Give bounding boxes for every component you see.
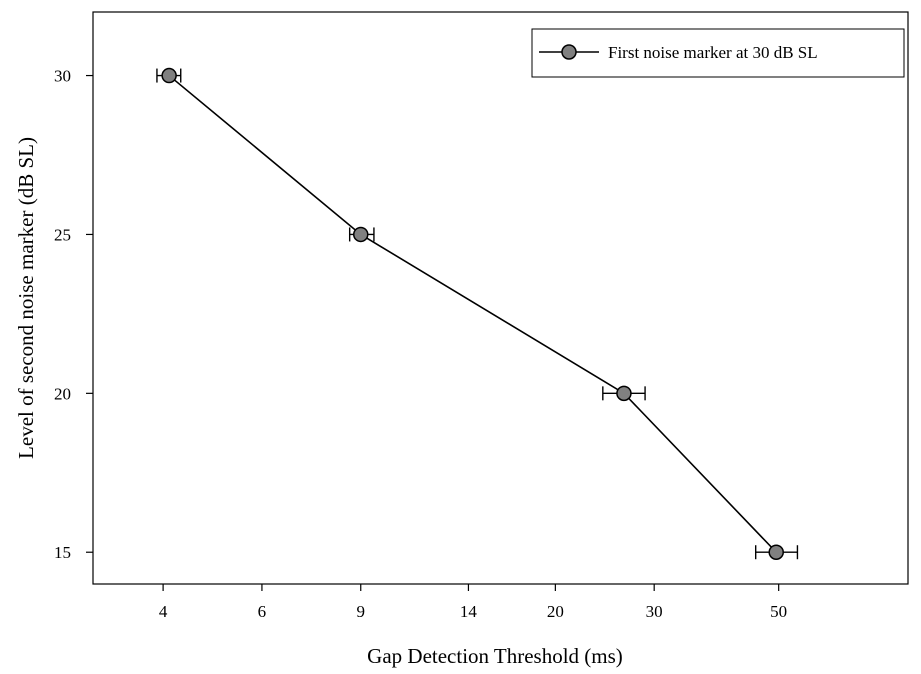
x-tick-label: 30 (646, 602, 663, 621)
x-tick-label: 14 (460, 602, 478, 621)
y-tick-label: 15 (54, 543, 71, 562)
plot-frame (92, 11, 909, 585)
x-axis-ticks: 4 6 9 14 20 30 50 (159, 584, 787, 621)
y-tick-label: 30 (54, 67, 71, 86)
legend-box (531, 28, 905, 78)
data-point (161, 67, 177, 84)
legend-marker (561, 44, 577, 60)
legend: First noise marker at 30 dB SL (531, 28, 905, 78)
data-point (768, 544, 784, 560)
y-tick-label: 25 (54, 225, 71, 244)
y-axis-title: Level of second noise marker (dB SL) (14, 137, 38, 459)
x-tick-label: 50 (770, 602, 787, 621)
data-point (353, 226, 369, 243)
x-axis-title: Gap Detection Threshold (ms) (367, 644, 623, 668)
x-tick-label: 20 (547, 602, 564, 621)
y-axis-ticks: 15 20 25 30 (54, 67, 93, 562)
y-tick-label: 20 (54, 384, 71, 403)
data-point (616, 385, 632, 402)
x-tick-label: 4 (159, 602, 168, 621)
series-line (168, 74, 777, 553)
series-layer (156, 67, 799, 560)
x-tick-label: 6 (258, 602, 267, 621)
legend-label: First noise marker at 30 dB SL (608, 43, 818, 62)
x-tick-label: 9 (357, 602, 366, 621)
